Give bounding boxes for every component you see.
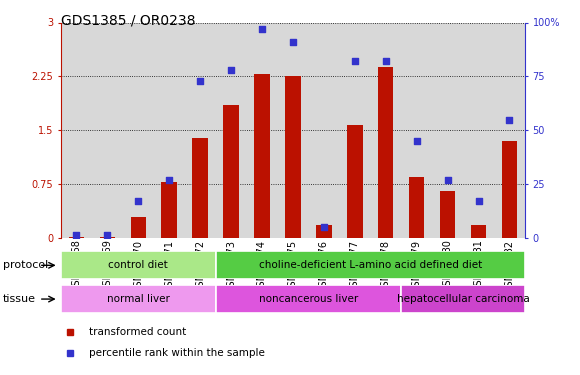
Point <box>443 177 452 183</box>
Bar <box>378 67 393 238</box>
Text: hepatocellular carcinoma: hepatocellular carcinoma <box>397 294 530 304</box>
Point <box>103 232 112 238</box>
Text: choline-deficient L-amino acid defined diet: choline-deficient L-amino acid defined d… <box>259 260 482 270</box>
Text: protocol: protocol <box>3 260 48 270</box>
Bar <box>285 76 300 238</box>
Bar <box>161 182 177 238</box>
Bar <box>502 141 517 238</box>
Text: control diet: control diet <box>108 260 168 270</box>
Bar <box>100 237 115 238</box>
Bar <box>440 191 455 238</box>
Bar <box>316 225 332 238</box>
Point <box>226 67 235 73</box>
Bar <box>347 124 362 238</box>
Bar <box>216 285 401 313</box>
Point <box>72 232 81 238</box>
Point <box>474 198 483 204</box>
Text: transformed count: transformed count <box>89 327 186 338</box>
Bar <box>409 177 425 238</box>
Point <box>505 117 514 123</box>
Point <box>319 224 328 230</box>
Text: GDS1385 / OR0238: GDS1385 / OR0238 <box>61 13 195 27</box>
Bar <box>61 251 216 279</box>
Point <box>165 177 174 183</box>
Bar <box>223 105 239 238</box>
Point <box>412 138 421 144</box>
Bar <box>471 225 486 238</box>
Bar <box>216 251 525 279</box>
Bar <box>130 217 146 238</box>
Point <box>381 58 390 64</box>
Bar <box>401 285 525 313</box>
Point <box>133 198 143 204</box>
Bar <box>254 74 270 238</box>
Point <box>350 58 360 64</box>
Text: percentile rank within the sample: percentile rank within the sample <box>89 348 264 358</box>
Text: noncancerous liver: noncancerous liver <box>259 294 358 304</box>
Point <box>258 26 267 32</box>
Bar <box>61 285 216 313</box>
Point <box>195 78 205 84</box>
Point <box>288 39 298 45</box>
Bar <box>193 138 208 238</box>
Text: normal liver: normal liver <box>107 294 170 304</box>
Bar <box>68 237 84 238</box>
Text: tissue: tissue <box>3 294 36 304</box>
